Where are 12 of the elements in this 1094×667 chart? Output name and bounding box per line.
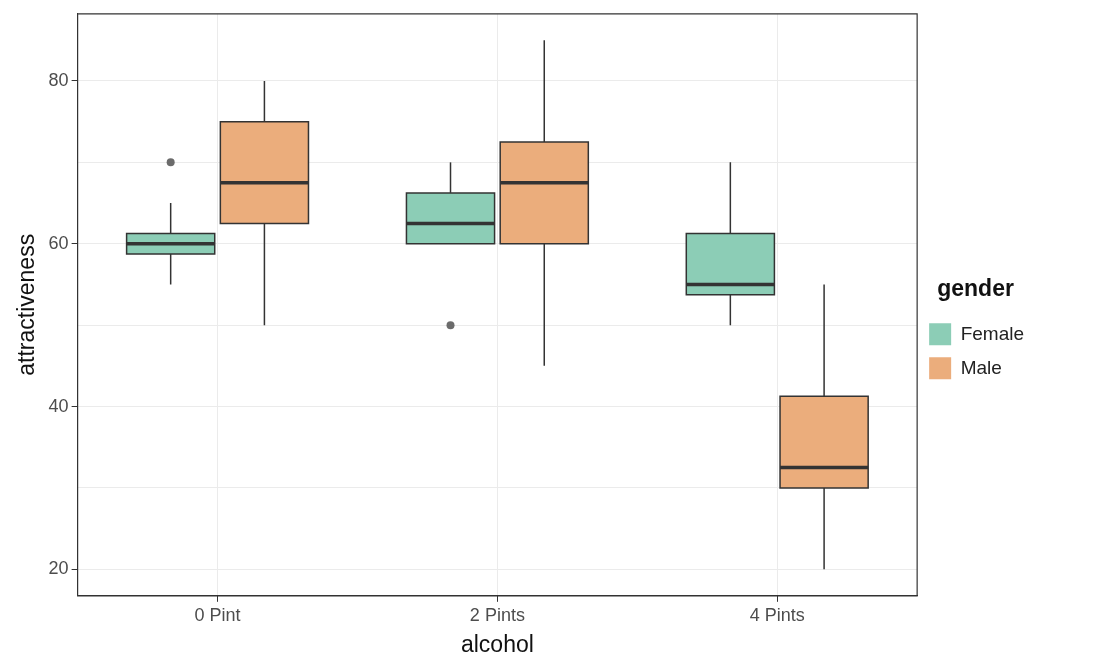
y-axis-title: attractiveness [13, 233, 40, 376]
y-tick-label: 20 [48, 558, 69, 579]
y-tick-label: 40 [48, 395, 69, 416]
x-tick-label: 0 Pint [194, 604, 241, 625]
x-axis-title: alcohol [460, 630, 534, 657]
y-tick-label: 80 [48, 69, 69, 90]
legend-title: gender [937, 274, 1014, 301]
x-tick-label: 4 Pints [749, 604, 805, 625]
legend-label: Male [960, 356, 1002, 378]
y-tick-label: 60 [48, 232, 69, 253]
legend-label: Female [960, 322, 1024, 344]
x-tick-label: 2 Pints [469, 604, 525, 625]
